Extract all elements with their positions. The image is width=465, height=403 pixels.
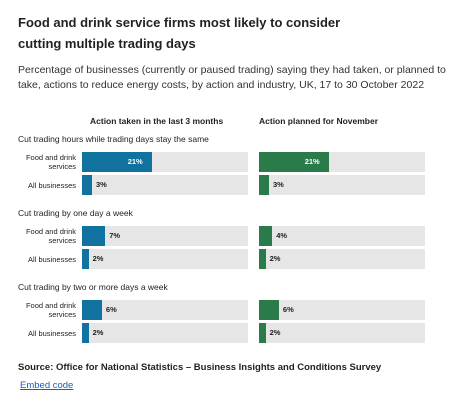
- value-label: 2%: [269, 254, 281, 263]
- bar: [259, 152, 329, 172]
- category-label: All businesses: [6, 249, 76, 269]
- bar: [82, 300, 102, 320]
- bar-track: [259, 300, 425, 320]
- panel-title: Action taken in the last 3 months: [90, 116, 224, 126]
- value-label: 2%: [92, 328, 104, 337]
- category-label: Food and drink services: [6, 226, 76, 246]
- bar: [259, 323, 266, 343]
- bar: [259, 226, 273, 246]
- bar-track: [259, 323, 425, 343]
- group-label: Cut trading by one day a week: [18, 208, 133, 218]
- value-label: 3%: [95, 180, 107, 189]
- category-label: All businesses: [6, 323, 76, 343]
- bar-track: [259, 226, 425, 246]
- bar-track: [82, 226, 248, 246]
- value-label: 7%: [109, 231, 121, 240]
- embed-link[interactable]: Embed code: [20, 380, 74, 391]
- bar-track: [82, 300, 248, 320]
- group-label: Cut trading by two or more days a week: [18, 282, 168, 292]
- category-text: Food and drink services: [25, 301, 76, 319]
- category-text: All businesses: [28, 254, 76, 264]
- category-text: Food and drink services: [25, 153, 76, 171]
- value-label: 3%: [272, 180, 284, 189]
- bar-track: [82, 249, 248, 269]
- value-label: 4%: [276, 231, 288, 240]
- bar: [259, 175, 269, 195]
- panel-title: Action planned for November: [259, 116, 379, 126]
- category-text: All businesses: [28, 180, 76, 190]
- chart-title: Food and drink service firms most likely…: [18, 15, 341, 51]
- category-label: Food and drink services: [6, 300, 76, 320]
- category-text: All businesses: [28, 328, 76, 338]
- category-label: All businesses: [6, 175, 76, 195]
- bar-track: [259, 249, 425, 269]
- group-label: Cut trading hours while trading days sta…: [18, 134, 209, 144]
- value-label: 6%: [105, 305, 117, 314]
- bar-track: [82, 175, 248, 195]
- bar: [259, 300, 279, 320]
- category-text: Food and drink services: [25, 227, 76, 245]
- bar: [82, 152, 152, 172]
- bar: [82, 175, 92, 195]
- bar: [82, 226, 106, 246]
- category-label: Food and drink services: [6, 152, 76, 172]
- value-label: 21%: [127, 157, 143, 166]
- value-label: 21%: [304, 157, 320, 166]
- bar-track: [82, 323, 248, 343]
- value-label: 2%: [92, 254, 104, 263]
- chart-subtitle: Percentage of businesses (currently or p…: [18, 64, 446, 91]
- bar: [259, 249, 266, 269]
- bar: [82, 249, 89, 269]
- bar-track: [259, 175, 425, 195]
- source: Source: Office for National Statistics –…: [18, 362, 382, 373]
- bar: [82, 323, 89, 343]
- value-label: 2%: [269, 328, 281, 337]
- value-label: 6%: [282, 305, 294, 314]
